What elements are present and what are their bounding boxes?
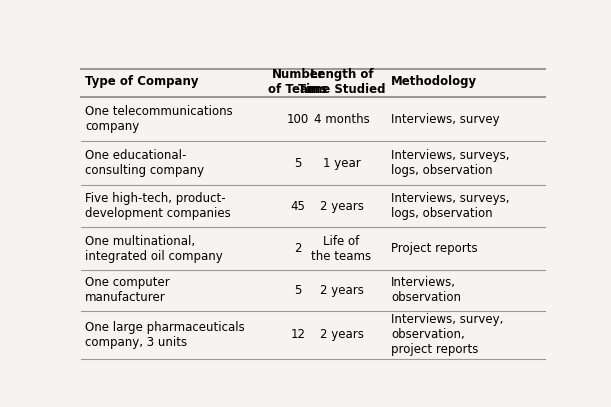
Text: Type of Company: Type of Company bbox=[85, 75, 199, 88]
Text: Interviews, surveys,
logs, observation: Interviews, surveys, logs, observation bbox=[391, 149, 510, 177]
Text: 5: 5 bbox=[295, 157, 302, 170]
Text: Interviews, surveys,
logs, observation: Interviews, surveys, logs, observation bbox=[391, 193, 510, 220]
Text: One telecommunications
company: One telecommunications company bbox=[85, 105, 233, 133]
Text: Project reports: Project reports bbox=[391, 242, 478, 255]
Text: 4 months: 4 months bbox=[313, 113, 370, 126]
Text: Number
of Teams: Number of Teams bbox=[268, 68, 327, 96]
Text: 2 years: 2 years bbox=[320, 200, 364, 213]
Text: Life of
the teams: Life of the teams bbox=[312, 234, 371, 263]
Text: Interviews, survey,
observation,
project reports: Interviews, survey, observation, project… bbox=[391, 313, 503, 356]
Text: One large pharmaceuticals
company, 3 units: One large pharmaceuticals company, 3 uni… bbox=[85, 321, 244, 349]
Text: 12: 12 bbox=[290, 328, 306, 341]
Text: 2: 2 bbox=[295, 242, 302, 255]
Text: One educational-
consulting company: One educational- consulting company bbox=[85, 149, 204, 177]
Text: Interviews, survey: Interviews, survey bbox=[391, 113, 500, 126]
Text: 2 years: 2 years bbox=[320, 284, 364, 297]
Text: One computer
manufacturer: One computer manufacturer bbox=[85, 276, 170, 304]
Text: One multinational,
integrated oil company: One multinational, integrated oil compan… bbox=[85, 234, 222, 263]
Text: Length of
Time Studied: Length of Time Studied bbox=[298, 68, 386, 96]
Text: 2 years: 2 years bbox=[320, 328, 364, 341]
Text: Methodology: Methodology bbox=[391, 75, 477, 88]
Text: Interviews,
observation: Interviews, observation bbox=[391, 276, 461, 304]
Text: Five high-tech, product-
development companies: Five high-tech, product- development com… bbox=[85, 193, 230, 220]
Text: 5: 5 bbox=[295, 284, 302, 297]
Text: 45: 45 bbox=[291, 200, 306, 213]
Text: 100: 100 bbox=[287, 113, 309, 126]
Text: 1 year: 1 year bbox=[323, 157, 360, 170]
